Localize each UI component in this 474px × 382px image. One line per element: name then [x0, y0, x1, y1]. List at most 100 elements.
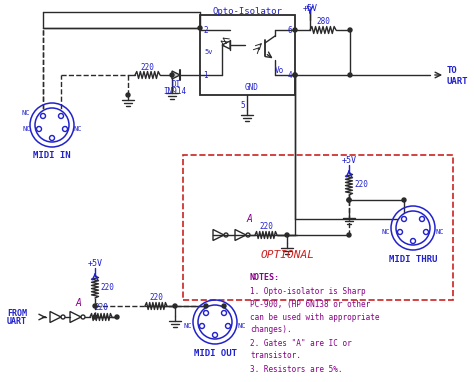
- Text: Opto-Isolator: Opto-Isolator: [212, 6, 282, 16]
- Circle shape: [293, 28, 297, 32]
- Circle shape: [58, 113, 64, 118]
- Text: 2: 2: [402, 216, 406, 222]
- Text: 280: 280: [316, 16, 330, 26]
- Text: 3: 3: [50, 135, 54, 141]
- Circle shape: [285, 233, 289, 237]
- Text: 4: 4: [222, 310, 226, 316]
- Text: 220: 220: [149, 293, 163, 301]
- Text: MIDI IN: MIDI IN: [33, 151, 71, 160]
- Circle shape: [347, 198, 351, 202]
- Circle shape: [115, 315, 119, 319]
- Polygon shape: [172, 71, 180, 79]
- Text: can be used with appropriate: can be used with appropriate: [250, 312, 380, 322]
- Circle shape: [40, 113, 46, 118]
- Circle shape: [410, 238, 416, 243]
- Circle shape: [203, 311, 209, 316]
- Circle shape: [93, 304, 97, 308]
- Text: 2. Gates "A" are IC or: 2. Gates "A" are IC or: [250, 338, 352, 348]
- Text: NC: NC: [73, 126, 82, 132]
- Text: NC: NC: [238, 323, 246, 329]
- Text: 3: 3: [411, 238, 415, 244]
- Circle shape: [419, 217, 425, 222]
- Circle shape: [173, 304, 177, 308]
- Text: MIDI OUT: MIDI OUT: [193, 348, 237, 358]
- Text: 220: 220: [140, 63, 154, 71]
- Text: 1: 1: [203, 71, 208, 79]
- Text: Vo: Vo: [275, 65, 284, 74]
- Circle shape: [198, 26, 202, 30]
- Circle shape: [36, 126, 42, 131]
- Text: 5: 5: [241, 100, 246, 110]
- Circle shape: [293, 73, 297, 77]
- Text: 220: 220: [100, 283, 114, 291]
- Text: +5V: +5V: [88, 259, 102, 267]
- Text: 5v: 5v: [204, 49, 212, 55]
- Circle shape: [222, 304, 226, 308]
- Text: GND: GND: [245, 83, 259, 92]
- Circle shape: [347, 233, 351, 237]
- Text: A: A: [75, 298, 81, 308]
- Text: 1: 1: [424, 229, 428, 235]
- Text: TO: TO: [447, 65, 458, 74]
- Text: 1: 1: [226, 323, 230, 329]
- Text: 5: 5: [37, 126, 41, 132]
- Circle shape: [348, 28, 352, 32]
- Text: 6: 6: [287, 26, 292, 34]
- Text: transistor.: transistor.: [250, 351, 301, 361]
- Text: 2: 2: [203, 26, 208, 34]
- Text: 1: 1: [63, 126, 67, 132]
- Text: +5V: +5V: [341, 155, 356, 165]
- Text: changes).: changes).: [250, 325, 292, 335]
- Text: 220: 220: [94, 304, 108, 312]
- Polygon shape: [222, 41, 230, 49]
- Text: 4: 4: [287, 71, 292, 79]
- Bar: [183, 155, 453, 300]
- Circle shape: [293, 73, 297, 77]
- Text: 2: 2: [204, 310, 208, 316]
- Text: 5: 5: [200, 323, 204, 329]
- Text: A: A: [246, 214, 252, 224]
- Text: 5: 5: [398, 229, 402, 235]
- Text: 220: 220: [259, 222, 273, 230]
- Circle shape: [93, 315, 97, 319]
- Text: 3. Resistors are 5%.: 3. Resistors are 5%.: [250, 364, 343, 374]
- Circle shape: [348, 73, 352, 77]
- Circle shape: [35, 108, 69, 142]
- Text: 4: 4: [420, 216, 424, 222]
- Text: 220: 220: [354, 180, 368, 188]
- Text: NC: NC: [436, 229, 445, 235]
- Circle shape: [398, 230, 402, 235]
- Text: IN914: IN914: [164, 86, 187, 96]
- Text: NOTES:: NOTES:: [250, 274, 280, 283]
- Circle shape: [347, 198, 351, 202]
- Circle shape: [226, 324, 230, 329]
- Circle shape: [221, 311, 227, 316]
- Circle shape: [170, 73, 174, 77]
- Text: 1. Opto-isolator is Sharp: 1. Opto-isolator is Sharp: [250, 286, 365, 296]
- Circle shape: [198, 305, 232, 339]
- Circle shape: [212, 332, 218, 338]
- Circle shape: [402, 198, 406, 202]
- Text: UART: UART: [7, 317, 27, 325]
- Text: UART: UART: [447, 76, 468, 86]
- Circle shape: [204, 304, 208, 308]
- Text: 3: 3: [213, 332, 217, 338]
- Circle shape: [401, 217, 407, 222]
- Circle shape: [200, 324, 204, 329]
- Text: NC: NC: [21, 110, 30, 116]
- Text: NC: NC: [183, 323, 192, 329]
- Circle shape: [63, 126, 67, 131]
- Text: FROM: FROM: [7, 309, 27, 317]
- Circle shape: [396, 211, 430, 245]
- Text: NC: NC: [382, 229, 390, 235]
- Text: DI: DI: [172, 79, 181, 89]
- Text: MIDI THRU: MIDI THRU: [389, 254, 437, 264]
- Text: +5V: +5V: [302, 3, 318, 13]
- Circle shape: [126, 93, 130, 97]
- Text: PC-900, (HP 6N138 or other: PC-900, (HP 6N138 or other: [250, 299, 370, 309]
- Circle shape: [49, 136, 55, 141]
- Bar: [200, 15, 295, 95]
- Text: 2: 2: [41, 113, 45, 119]
- Text: OPTIONAL: OPTIONAL: [261, 250, 315, 260]
- Circle shape: [423, 230, 428, 235]
